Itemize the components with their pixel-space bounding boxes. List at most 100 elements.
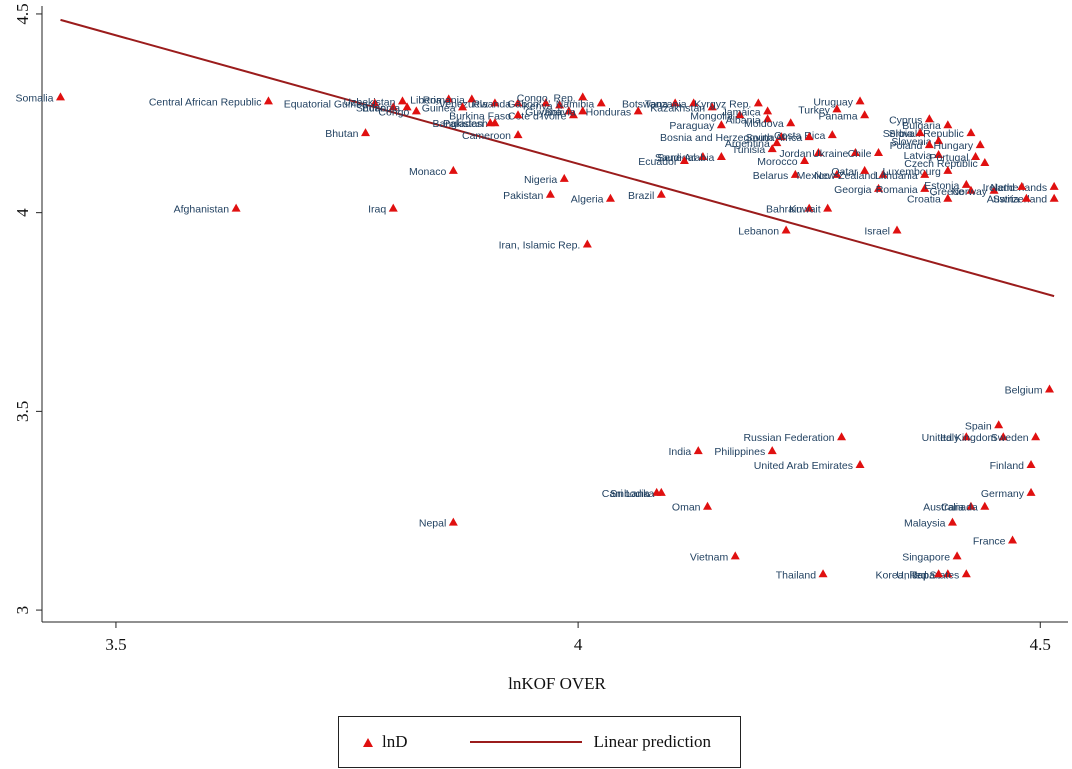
data-point: Tanzania: [645, 98, 699, 110]
data-point-label: Panama: [819, 110, 858, 122]
y-tick-label: 4.5: [13, 3, 32, 24]
linear-prediction-layer: [60, 18, 1055, 298]
data-point: Croatia: [907, 193, 953, 206]
data-point: Central African Republic: [149, 96, 273, 108]
data-point-marker: [860, 110, 870, 119]
data-point: Hungary: [933, 140, 985, 152]
data-point-marker: [397, 96, 407, 105]
data-point: Rwanda: [472, 98, 523, 110]
data-point: Lebanon: [738, 225, 791, 238]
data-point-marker: [1031, 432, 1041, 441]
data-point-label: Cyprus: [889, 114, 922, 126]
data-point: Italy: [940, 432, 971, 444]
data-point: Lithuania: [875, 169, 930, 182]
data-point: Canada: [941, 501, 990, 514]
data-point: Slovenia: [891, 136, 944, 148]
data-point-marker: [448, 165, 458, 174]
x-tick-label: 4.5: [1030, 635, 1051, 654]
data-point: Malaysia: [904, 517, 957, 530]
data-point-marker: [753, 98, 763, 107]
data-point-label: Croatia: [907, 194, 941, 206]
data-point: Israel: [864, 225, 902, 238]
data-point: Algeria: [571, 193, 615, 206]
data-point-label: Afghanistan: [174, 204, 230, 216]
data-point-label: Namibia: [556, 98, 595, 110]
data-point-marker: [605, 193, 615, 202]
data-point-label: Finland: [990, 460, 1025, 472]
data-point-label: Canada: [941, 502, 978, 514]
data-point-label: Bhutan: [325, 128, 358, 140]
data-point-label: Central African Republic: [149, 96, 262, 108]
data-point-label: United Kingdom: [922, 432, 997, 444]
data-point: Morocco: [757, 155, 810, 168]
data-point-marker: [388, 203, 398, 212]
data-point-label: Singapore: [902, 551, 950, 563]
data-point-marker: [707, 102, 717, 111]
data-point-label: Kenya: [523, 100, 553, 112]
data-point-marker: [578, 106, 588, 115]
data-point: Romania: [423, 94, 477, 106]
data-point-marker: [934, 150, 944, 159]
data-point-marker: [998, 432, 1008, 441]
data-point-marker: [582, 239, 592, 248]
data-point: Australia: [923, 501, 976, 514]
data-point-label: Bahrain: [766, 204, 802, 216]
data-point-label: Iran, Islamic Rep.: [499, 239, 581, 251]
data-point-label: Nepal: [419, 518, 446, 530]
data-point-marker: [1017, 181, 1027, 190]
data-point-label: Switzerland: [993, 194, 1047, 206]
data-point-marker: [971, 152, 981, 161]
data-point-label: Congo, Rep.: [517, 92, 576, 104]
data-point-label: Greece: [930, 186, 965, 198]
data-point: Singapore: [902, 551, 962, 563]
data-point-label: Philippines: [714, 446, 765, 458]
data-point-label: Albania: [726, 114, 761, 126]
data-point-marker: [943, 569, 953, 578]
data-point-marker: [966, 128, 976, 137]
data-point: Kazakhstan: [650, 102, 717, 114]
data-point: Japan: [912, 569, 953, 581]
data-point: Guyana: [525, 106, 574, 118]
data-point-marker: [874, 183, 884, 192]
data-point-marker: [578, 92, 588, 101]
data-point: Bulgaria: [902, 120, 953, 132]
data-point-marker: [689, 98, 699, 107]
data-point-label: India: [668, 446, 691, 458]
data-point: Uzbekistan: [344, 96, 407, 108]
data-point-label: Uzbekistan: [344, 96, 396, 108]
data-point-label: Botswana: [622, 98, 668, 110]
data-point-marker: [656, 189, 666, 198]
data-point-marker: [837, 432, 847, 441]
data-point: Honduras: [586, 106, 643, 118]
data-point: India: [668, 446, 703, 458]
data-point-label: Monaco: [409, 166, 447, 178]
data-point: Monaco: [409, 165, 458, 178]
data-point-label: Chile: [848, 148, 872, 160]
data-point-marker: [804, 132, 814, 141]
data-point: Romania: [876, 183, 930, 196]
data-point-label: Lithuania: [875, 170, 918, 182]
data-point-label: France: [973, 536, 1006, 548]
axes: [41, 6, 1068, 623]
data-point-marker: [980, 501, 990, 510]
y-tick-label: 4: [13, 208, 32, 217]
data-point-marker: [786, 118, 796, 127]
data-point-marker: [596, 98, 606, 107]
x-tick-label: 4: [574, 635, 583, 654]
data-point-label: Sri Lanka: [610, 488, 655, 500]
data-point-label: Austria: [987, 194, 1020, 206]
data-points-layer: Somalia Central African Republic Equatoria…: [16, 92, 1059, 581]
data-point-marker: [716, 120, 726, 129]
data-point: Moldova: [744, 118, 796, 130]
data-point-marker: [448, 517, 458, 526]
data-point-label: Germany: [981, 488, 1025, 500]
data-point-marker: [943, 165, 953, 174]
data-point: Ecuador: [638, 155, 689, 168]
data-point: Finland: [990, 460, 1036, 472]
data-point-marker: [444, 94, 454, 103]
data-point: Kyrgyz Rep.: [694, 98, 763, 110]
data-point-label: Serbia: [883, 128, 914, 140]
data-point-marker: [975, 140, 985, 149]
data-point-marker: [804, 203, 814, 212]
data-point-marker: [920, 183, 930, 192]
